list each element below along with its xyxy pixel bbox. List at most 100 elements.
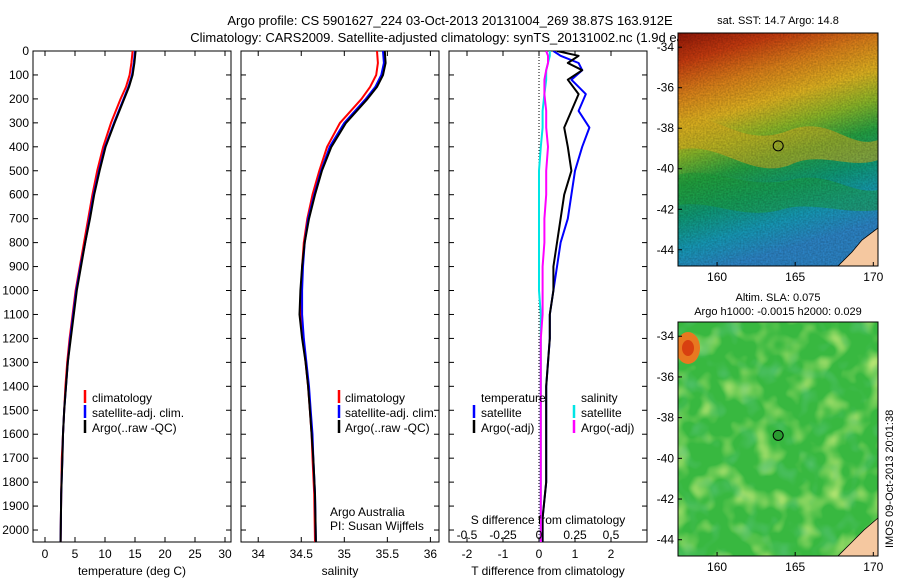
x-tick-label: -2 <box>462 547 473 561</box>
s-tick-label: 0.5 <box>603 528 620 542</box>
x-tick-label: 35.5 <box>376 547 400 561</box>
difference-legend: temperature satellite Argo(-adj) salinit… <box>472 391 634 435</box>
series-line-s-argo-adj- <box>539 51 549 542</box>
s-tick-label: 0 <box>536 528 543 542</box>
sst-map-frame <box>677 32 879 267</box>
y-tick-label: 800 <box>9 236 29 250</box>
salinity-ticks: 34 34.5 35 35.5 36 <box>241 50 439 561</box>
legend-t-satellite-label: satellite <box>481 406 522 420</box>
temperature-xlabel: temperature (deg C) <box>78 564 186 578</box>
y-tick-label: 0 <box>22 44 29 58</box>
lon-tick-label: 165 <box>785 270 805 284</box>
lat-tick-label: -34 <box>657 40 675 54</box>
legend-satellite-label: satellite-adj. clim. <box>345 406 437 420</box>
lon-tick-label: 170 <box>863 270 883 284</box>
lat-tick-label: -38 <box>657 411 675 425</box>
imos-timestamp: IMOS 09-Oct-2013 20:01:38 <box>884 410 896 548</box>
temperature-axes <box>32 50 232 543</box>
x-tick-label: 0 <box>536 547 543 561</box>
salinity-legend: climatology satellite-adj. clim. Argo(..… <box>337 390 437 435</box>
y-tick-label: 400 <box>9 140 29 154</box>
y-tick-label: 1700 <box>2 451 29 465</box>
y-tick-label: 2000 <box>2 523 29 537</box>
sla-anomaly-core <box>682 340 694 356</box>
y-tick-label: 1900 <box>2 499 29 513</box>
lat-tick-label: -40 <box>657 451 675 465</box>
difference-lines <box>538 51 591 542</box>
title-line-2: Climatology: CARS2009. Satellite-adjuste… <box>190 30 710 45</box>
y-tick-label: 700 <box>9 212 29 226</box>
y-tick-label: 1500 <box>2 403 29 417</box>
t-difference-xlabel: T difference from climatology <box>471 564 625 578</box>
y-tick-label: 600 <box>9 188 29 202</box>
s-tick-label: -0.5 <box>457 528 478 542</box>
legend-s-argo-label: Argo(-adj) <box>581 421 634 435</box>
series-line-t-argo-adj- <box>541 51 584 542</box>
x-tick-label: 5 <box>72 547 79 561</box>
legend-satellite-label: satellite-adj. clim. <box>92 406 184 420</box>
x-tick-label: 0 <box>42 547 49 561</box>
difference-ticks: -2 -1 0 1 2 <box>449 50 647 561</box>
s-tick-label: 0.25 <box>563 528 587 542</box>
legend-climatology-label: climatology <box>345 391 405 405</box>
lat-tick-label: -42 <box>657 492 675 506</box>
sla-map-title-1: Altim. SLA: 0.075 <box>736 292 821 304</box>
y-tick-label: 1600 <box>2 427 29 441</box>
credit-line-2: PI: Susan Wijffels <box>330 519 424 533</box>
x-tick-label: 10 <box>98 547 112 561</box>
lat-tick-label: -40 <box>657 162 675 176</box>
y-tick-label: 900 <box>9 260 29 274</box>
argo-location-marker <box>772 429 784 441</box>
y-tick-label: 1200 <box>2 331 29 345</box>
salinity-lines <box>298 51 387 542</box>
x-tick-label: 1 <box>572 547 579 561</box>
sst-map-panel: sat. SST: 14.7 Argo: 14.8 160 165 170 -34 -3… <box>657 15 884 284</box>
lon-tick-label: 160 <box>707 270 727 284</box>
sst-grain <box>678 33 878 266</box>
credit-line-1: Argo Australia <box>330 505 405 519</box>
legend-argo-label: Argo(..raw -QC) <box>92 421 177 435</box>
sla-map-panel: Altim. SLA: 0.075 Argo h1000: -0.0015 h2… <box>657 292 884 574</box>
sla-land <box>837 517 878 556</box>
sla-map-field <box>678 322 878 556</box>
difference-axes <box>448 50 648 543</box>
sst-map-field <box>678 33 878 266</box>
sst-map-ticks: 160 165 170 -34 -36 -38 -40 -42 -44 <box>657 40 884 284</box>
x-tick-label: -1 <box>498 547 509 561</box>
salinity-panel: 34 34.5 35 35.5 36 salinity climatology sate… <box>240 50 440 578</box>
s-tick-label: -0.25 <box>489 528 517 542</box>
lat-tick-label: -42 <box>657 202 675 216</box>
sst-map-title: sat. SST: 14.7 Argo: 14.8 <box>717 15 839 27</box>
temperature-lines <box>59 51 137 542</box>
x-tick-label: 20 <box>158 547 172 561</box>
y-tick-label: 1400 <box>2 379 29 393</box>
legend-t-argo-label: Argo(-adj) <box>481 421 534 435</box>
sla-map-title-2: Argo h1000: -0.0015 h2000: 0.029 <box>694 306 862 318</box>
legend-salinity-title: salinity <box>581 391 618 405</box>
lon-tick-label: 170 <box>863 560 883 574</box>
y-tick-label: 500 <box>9 164 29 178</box>
y-tick-label: 1000 <box>2 284 29 298</box>
temperature-panel: 0 5 10 15 20 25 300100200300400500600700800900… <box>2 44 232 578</box>
lat-tick-label: -44 <box>657 533 675 547</box>
x-tick-label: 30 <box>218 547 232 561</box>
sst-land <box>837 227 878 266</box>
x-tick-label: 15 <box>128 547 142 561</box>
temperature-legend: climatology satellite-adj. clim. Argo(..… <box>83 390 184 435</box>
x-tick-label: 2 <box>608 547 615 561</box>
x-tick-label: 35 <box>338 547 352 561</box>
x-tick-label: 34.5 <box>290 547 314 561</box>
legend-s-satellite-label: satellite <box>581 406 622 420</box>
sla-map-frame <box>677 321 879 557</box>
lat-tick-label: -36 <box>657 81 675 95</box>
y-tick-label: 1800 <box>2 475 29 489</box>
s-difference-label: S difference from climatology <box>471 513 626 527</box>
lat-tick-label: -34 <box>657 329 675 343</box>
y-tick-label: 1100 <box>3 307 29 321</box>
x-tick-label: 36 <box>424 547 438 561</box>
sla-map-ticks: 160 165 170 -34 -36 -38 -40 -42 -44 <box>657 329 884 574</box>
lon-tick-label: 160 <box>707 560 727 574</box>
argo-location-marker <box>772 140 784 152</box>
series-line-argo-raw-qc- <box>298 51 387 542</box>
title-line-1: Argo profile: CS 5901627_224 03-Oct-2013… <box>227 13 673 28</box>
